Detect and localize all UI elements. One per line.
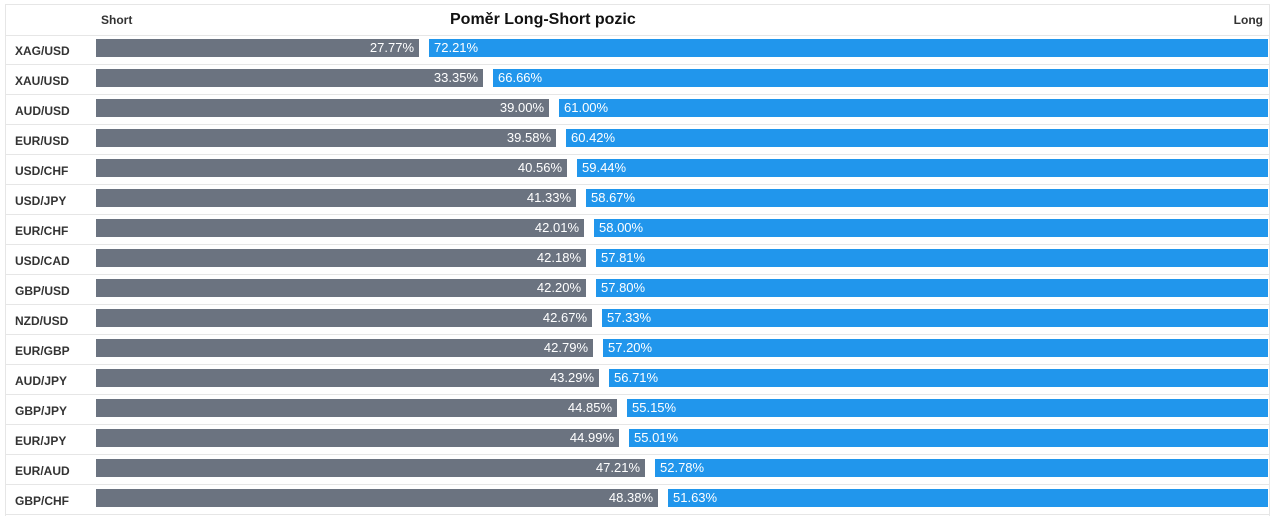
long-bar: 66.66% <box>493 69 1268 87</box>
short-bar: 42.79% <box>96 339 593 357</box>
chart-row: EUR/CHF 42.01% 58.00% <box>6 215 1269 245</box>
long-bar: 55.15% <box>627 399 1268 417</box>
chart-row: AUD/USD 39.00% 61.00% <box>6 95 1269 125</box>
category-label: EUR/GBP <box>15 344 70 358</box>
short-axis-label: Short <box>101 13 133 27</box>
category-label: EUR/CHF <box>15 224 69 238</box>
short-bar: 41.33% <box>96 189 576 207</box>
bar-track: 33.35% 66.66% <box>96 69 1268 87</box>
category-label: AUD/USD <box>15 104 70 118</box>
short-bar: 43.29% <box>96 369 599 387</box>
long-bar: 58.67% <box>586 189 1268 207</box>
short-bar: 33.35% <box>96 69 483 87</box>
chart-row: USD/CAD 42.18% 57.81% <box>6 245 1269 275</box>
long-bar: 57.20% <box>603 339 1268 357</box>
bar-track: 42.67% 57.33% <box>96 309 1268 327</box>
bar-track: 47.21% 52.78% <box>96 459 1268 477</box>
long-bar: 51.63% <box>668 489 1268 507</box>
short-bar: 39.00% <box>96 99 549 117</box>
short-bar: 42.18% <box>96 249 586 267</box>
long-bar: 57.80% <box>596 279 1268 297</box>
chart-row: GBP/USD 42.20% 57.80% <box>6 275 1269 305</box>
category-label: XAU/USD <box>15 74 70 88</box>
bar-track: 40.56% 59.44% <box>96 159 1268 177</box>
long-bar: 61.00% <box>559 99 1268 117</box>
bar-track: 39.58% 60.42% <box>96 129 1268 147</box>
short-bar: 42.20% <box>96 279 586 297</box>
bar-track: 44.85% 55.15% <box>96 399 1268 417</box>
short-bar: 44.99% <box>96 429 619 447</box>
bar-track: 41.33% 58.67% <box>96 189 1268 207</box>
chart-row: GBP/JPY 44.85% 55.15% <box>6 395 1269 425</box>
chart-row: XAG/USD 27.77% 72.21% <box>6 35 1269 65</box>
bar-track: 42.79% 57.20% <box>96 339 1268 357</box>
category-label: EUR/JPY <box>15 434 67 448</box>
short-bar: 39.58% <box>96 129 556 147</box>
long-short-chart: Short Poměr Long-Short pozic Long XAG/US… <box>5 4 1270 516</box>
category-label: GBP/JPY <box>15 404 68 418</box>
category-label: GBP/USD <box>15 284 70 298</box>
short-bar: 48.38% <box>96 489 658 507</box>
long-bar: 52.78% <box>655 459 1268 477</box>
long-axis-label: Long <box>1233 13 1263 27</box>
chart-title: Poměr Long-Short pozic <box>450 11 636 28</box>
category-label: GBP/CHF <box>15 494 69 508</box>
category-label: EUR/USD <box>15 134 70 148</box>
category-label: AUD/JPY <box>15 374 68 388</box>
long-bar: 57.33% <box>602 309 1268 327</box>
long-bar: 58.00% <box>594 219 1268 237</box>
long-bar: 60.42% <box>566 129 1268 147</box>
category-label: EUR/AUD <box>15 464 70 478</box>
chart-row: NZD/USD 42.67% 57.33% <box>6 305 1269 335</box>
chart-header: Short Poměr Long-Short pozic Long <box>6 5 1269 36</box>
chart-row: GBP/CHF 48.38% 51.63% <box>6 485 1269 515</box>
chart-row: EUR/JPY 44.99% 55.01% <box>6 425 1269 455</box>
chart-row: USD/CHF 40.56% 59.44% <box>6 155 1269 185</box>
category-label: USD/JPY <box>15 194 67 208</box>
chart-row: XAU/USD 33.35% 66.66% <box>6 65 1269 95</box>
chart-row: AUD/JPY 43.29% 56.71% <box>6 365 1269 395</box>
short-bar: 44.85% <box>96 399 617 417</box>
short-bar: 27.77% <box>96 39 419 57</box>
long-bar: 72.21% <box>429 39 1268 57</box>
bar-track: 43.29% 56.71% <box>96 369 1268 387</box>
bar-track: 42.01% 58.00% <box>96 219 1268 237</box>
bar-track: 27.77% 72.21% <box>96 39 1268 57</box>
long-bar: 55.01% <box>629 429 1268 447</box>
bar-track: 48.38% 51.63% <box>96 489 1268 507</box>
short-bar: 40.56% <box>96 159 567 177</box>
short-bar: 42.67% <box>96 309 592 327</box>
bar-track: 39.00% 61.00% <box>96 99 1268 117</box>
long-bar: 56.71% <box>609 369 1268 387</box>
chart-row: EUR/GBP 42.79% 57.20% <box>6 335 1269 365</box>
bar-track: 42.20% 57.80% <box>96 279 1268 297</box>
chart-row: USD/JPY 41.33% 58.67% <box>6 185 1269 215</box>
long-bar: 57.81% <box>596 249 1268 267</box>
category-label: USD/CAD <box>15 254 70 268</box>
bar-track: 44.99% 55.01% <box>96 429 1268 447</box>
category-label: XAG/USD <box>15 44 70 58</box>
category-label: USD/CHF <box>15 164 69 178</box>
bar-track: 42.18% 57.81% <box>96 249 1268 267</box>
short-bar: 42.01% <box>96 219 584 237</box>
chart-row: EUR/USD 39.58% 60.42% <box>6 125 1269 155</box>
category-label: NZD/USD <box>15 314 69 328</box>
chart-rows: XAG/USD 27.77% 72.21% XAU/USD 33.35% 66.66% AU… <box>6 35 1269 515</box>
short-bar: 47.21% <box>96 459 645 477</box>
long-bar: 59.44% <box>577 159 1268 177</box>
chart-row: EUR/AUD 47.21% 52.78% <box>6 455 1269 485</box>
